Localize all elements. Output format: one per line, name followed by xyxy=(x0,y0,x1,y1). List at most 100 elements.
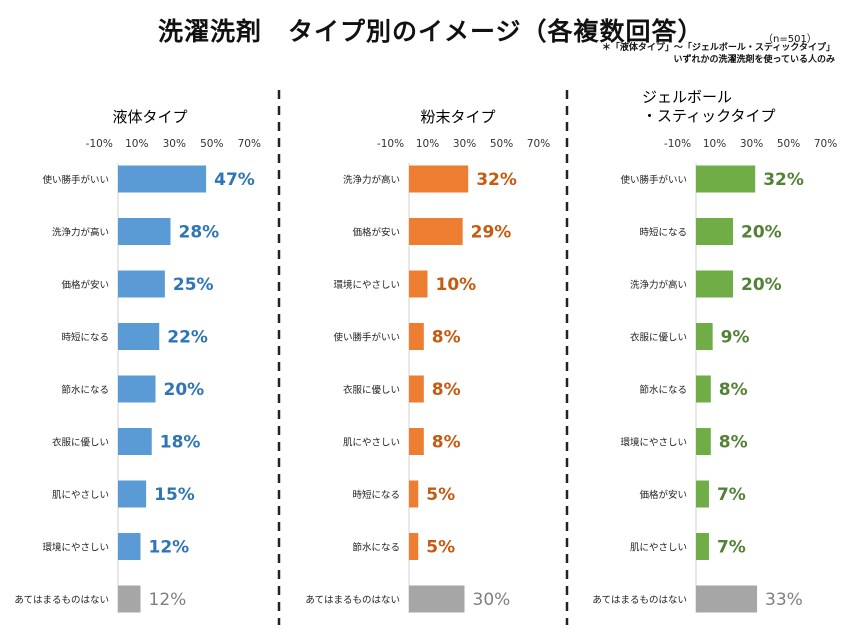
tick-label: 30% xyxy=(453,138,476,150)
data-label: 22% xyxy=(167,328,208,348)
bar xyxy=(118,270,165,298)
category-label: 肌にやさしい xyxy=(630,543,687,554)
category-label: 時短になる xyxy=(639,227,687,239)
category-label: 洗浄力が高い xyxy=(52,227,109,239)
data-label: 20% xyxy=(164,380,205,400)
tick-label: 70% xyxy=(238,138,261,150)
panel-title: 液体タイプ xyxy=(112,108,187,126)
footnote-line-1: ＊「液体タイプ」～「ジェルボール・スティックタイプ」 xyxy=(601,43,835,53)
panel-title-line-2: ・スティックタイプ xyxy=(642,107,776,125)
data-label: 10% xyxy=(436,275,477,295)
bar xyxy=(118,428,152,455)
panel-title-line-1: ジェルボール xyxy=(642,88,732,106)
category-label: 洗浄力が高い xyxy=(630,279,687,291)
page-title: 洗濯洗剤 タイプ別のイメージ（各複数回答） xyxy=(158,17,704,46)
category-label: 使い勝手がいい xyxy=(620,174,687,186)
bar xyxy=(118,533,141,560)
data-label: 32% xyxy=(476,170,517,190)
category-label: 環境にやさしい xyxy=(333,279,400,291)
category-label: 使い勝手がいい xyxy=(42,174,109,186)
category-label: 節水になる xyxy=(639,384,687,396)
bar xyxy=(696,165,756,193)
tick-label: -10% xyxy=(664,138,691,150)
bar xyxy=(118,165,207,193)
data-label: 15% xyxy=(154,485,195,505)
data-label: 32% xyxy=(763,170,804,190)
sample-size-label: （n=501） xyxy=(763,34,817,45)
category-label: 洗浄力が高い xyxy=(343,174,400,186)
bar xyxy=(696,480,709,508)
bar xyxy=(118,218,171,245)
bar xyxy=(409,270,428,298)
tick-label: -10% xyxy=(377,138,404,150)
data-label: 8% xyxy=(432,380,461,400)
category-label: 節水になる xyxy=(61,384,109,396)
data-label: 20% xyxy=(741,275,782,295)
tick-label: 30% xyxy=(740,138,763,150)
tick-label: -10% xyxy=(86,138,113,150)
category-label: 時短になる xyxy=(61,332,109,344)
data-label: 7% xyxy=(717,485,746,505)
bar xyxy=(118,323,160,350)
category-label: 価格が安い xyxy=(61,279,109,291)
data-label: 25% xyxy=(173,275,214,295)
data-label: 7% xyxy=(717,538,746,558)
data-label: 47% xyxy=(214,170,255,190)
category-label: あてはまるものはない xyxy=(305,595,400,606)
bar xyxy=(409,218,463,245)
tick-label: 30% xyxy=(163,138,186,150)
footnote: ＊「液体タイプ」～「ジェルボール・スティックタイプ」 いずれかの洗濯洗剤を使って… xyxy=(602,42,835,66)
bar xyxy=(696,585,758,613)
bar xyxy=(696,533,709,560)
category-label: 環境にやさしい xyxy=(42,542,109,554)
data-label: 12% xyxy=(149,538,190,558)
data-label: 33% xyxy=(765,590,803,610)
bar xyxy=(409,428,424,455)
category-label: 肌にやさしい xyxy=(343,438,400,449)
bar xyxy=(409,375,424,403)
data-label: 5% xyxy=(426,538,455,558)
bar xyxy=(409,323,424,350)
tick-label: 70% xyxy=(814,138,837,150)
category-label: あてはまるものはない xyxy=(14,595,109,606)
data-label: 20% xyxy=(741,223,782,243)
bar xyxy=(409,585,465,613)
bar xyxy=(409,165,469,193)
tick-label: 10% xyxy=(416,138,439,150)
bar xyxy=(409,533,419,560)
category-label: 価格が安い xyxy=(352,227,400,239)
category-label: あてはまるものはない xyxy=(592,595,687,606)
category-label: 時短になる xyxy=(352,489,400,501)
category-label: 肌にやさしい xyxy=(52,490,109,501)
data-label: 8% xyxy=(719,433,748,453)
panel-title: 粉末タイプ xyxy=(420,108,495,126)
data-label: 29% xyxy=(471,223,512,243)
category-label: 価格が安い xyxy=(639,489,687,501)
category-label: 衣服に優しい xyxy=(630,332,687,344)
data-label: 5% xyxy=(426,485,455,505)
footnote-line-2: いずれかの洗濯洗剤を使っている人のみ xyxy=(673,55,835,65)
data-label: 18% xyxy=(160,433,201,453)
category-label: 環境にやさしい xyxy=(620,437,687,449)
bar xyxy=(696,270,733,298)
data-label: 8% xyxy=(432,328,461,348)
bar xyxy=(696,375,711,403)
tick-label: 50% xyxy=(777,138,800,150)
bar xyxy=(118,480,147,508)
bar xyxy=(118,375,156,403)
data-label: 8% xyxy=(719,380,748,400)
data-label: 9% xyxy=(721,328,750,348)
category-label: 節水になる xyxy=(352,542,400,554)
bar xyxy=(409,480,419,508)
bar xyxy=(696,323,713,350)
tick-label: 70% xyxy=(527,138,550,150)
category-label: 衣服に優しい xyxy=(52,437,109,449)
bar xyxy=(696,428,711,455)
tick-label: 50% xyxy=(490,138,513,150)
tick-label: 10% xyxy=(703,138,726,150)
tick-label: 10% xyxy=(125,138,148,150)
data-label: 28% xyxy=(179,223,220,243)
data-label: 30% xyxy=(473,590,511,610)
category-label: 使い勝手がいい xyxy=(333,332,400,344)
